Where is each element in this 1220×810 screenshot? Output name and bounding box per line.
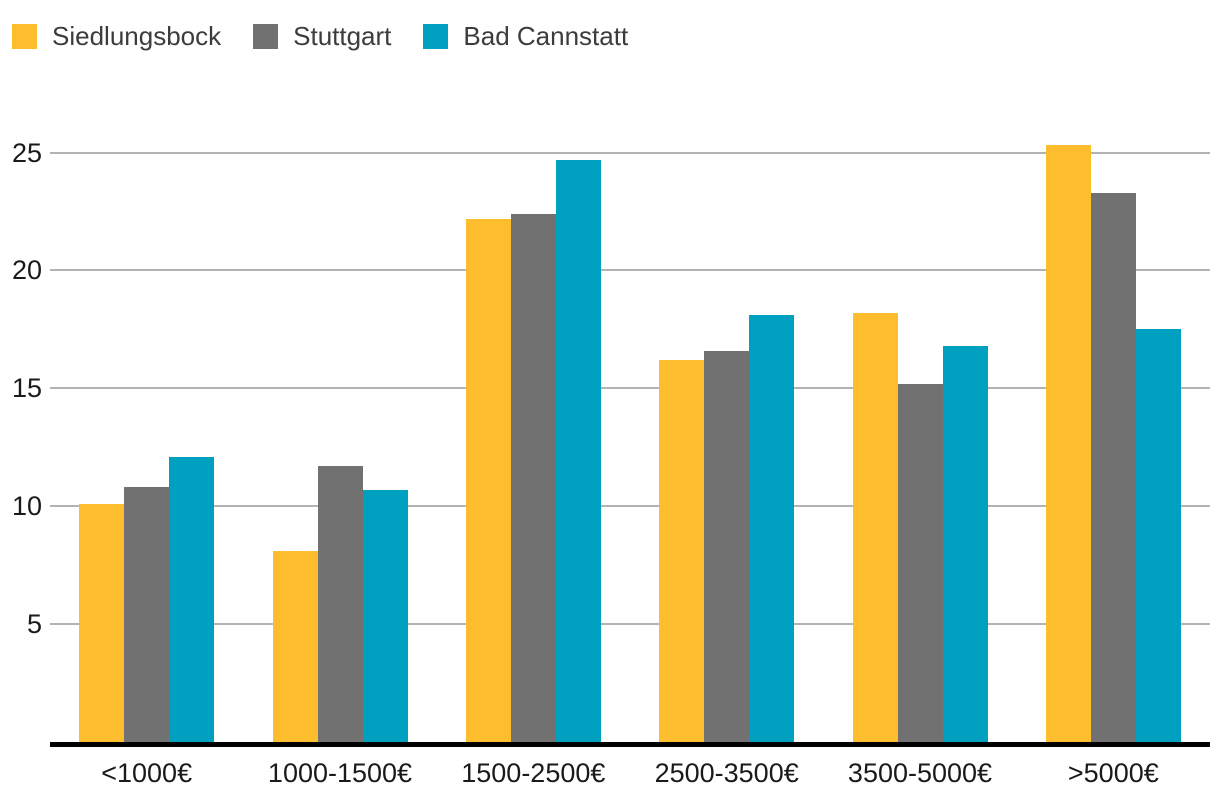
- bar-bad-cannstatt-1500-2500-: [555, 159, 601, 742]
- y-tick-label-10: 10: [11, 491, 42, 522]
- y-tick-label-15: 15: [11, 373, 42, 404]
- gridline-15: [50, 387, 1210, 390]
- bar-siedlungsbock--5000-: [1045, 145, 1091, 742]
- bar-bad-cannstatt-3500-5000-: [942, 345, 988, 742]
- bar-bad-cannstatt--5000-: [1135, 329, 1181, 742]
- legend-item-bad-cannstatt: Bad Cannstatt: [423, 21, 628, 52]
- x-axis-label-1500-2500-: 1500-2500€: [461, 758, 606, 788]
- x-axis-label--1000-: <1000€: [101, 758, 193, 788]
- bar-stuttgart-3500-5000-: [897, 383, 943, 742]
- bar-stuttgart-1500-2500-: [510, 213, 556, 742]
- bar-siedlungsbock--1000-: [79, 503, 125, 742]
- bar-stuttgart-1000-1500-: [317, 466, 363, 742]
- bar-stuttgart-2500-3500-: [704, 350, 750, 742]
- y-tick-label-5: 5: [26, 609, 42, 640]
- legend-label-siedlungsbock: Siedlungsbock: [52, 21, 222, 51]
- y-tick-label-20: 20: [11, 255, 42, 286]
- bar-bad-cannstatt-1000-1500-: [362, 489, 408, 742]
- bar-siedlungsbock-1500-2500-: [465, 218, 511, 742]
- legend-swatch-siedlungsbock: [12, 24, 37, 49]
- bar-siedlungsbock-1000-1500-: [272, 551, 318, 742]
- bar-stuttgart--5000-: [1090, 192, 1136, 742]
- gridline-20: [50, 269, 1210, 272]
- x-axis-line: [50, 742, 1210, 747]
- gridline-25: [50, 151, 1210, 154]
- bar-siedlungsbock-3500-5000-: [852, 312, 898, 742]
- bar-bad-cannstatt--1000-: [169, 456, 215, 742]
- legend-label-stuttgart: Stuttgart: [293, 21, 392, 51]
- bar-bad-cannstatt-2500-3500-: [749, 315, 795, 742]
- legend: Siedlungsbock Stuttgart Bad Cannstatt: [12, 21, 628, 52]
- legend-swatch-bad-cannstatt: [423, 24, 449, 49]
- gridline-5: [50, 623, 1210, 626]
- legend-item-siedlungsbock: Siedlungsbock: [12, 21, 221, 52]
- legend-swatch-stuttgart: [253, 24, 279, 49]
- x-axis-label-1000-1500-: 1000-1500€: [267, 758, 413, 788]
- bar-siedlungsbock-2500-3500-: [659, 360, 705, 742]
- y-tick-label-25: 25: [11, 137, 42, 168]
- gridline-10: [50, 505, 1210, 508]
- bar-stuttgart--1000-: [124, 487, 170, 742]
- x-axis-label--5000-: >5000€: [1067, 758, 1159, 788]
- x-axis-label-3500-5000-: 3500-5000€: [847, 758, 993, 788]
- legend-item-stuttgart: Stuttgart: [253, 21, 391, 52]
- legend-label-bad-cannstatt: Bad Cannstatt: [463, 21, 629, 51]
- x-axis-label-2500-3500-: 2500-3500€: [654, 758, 799, 788]
